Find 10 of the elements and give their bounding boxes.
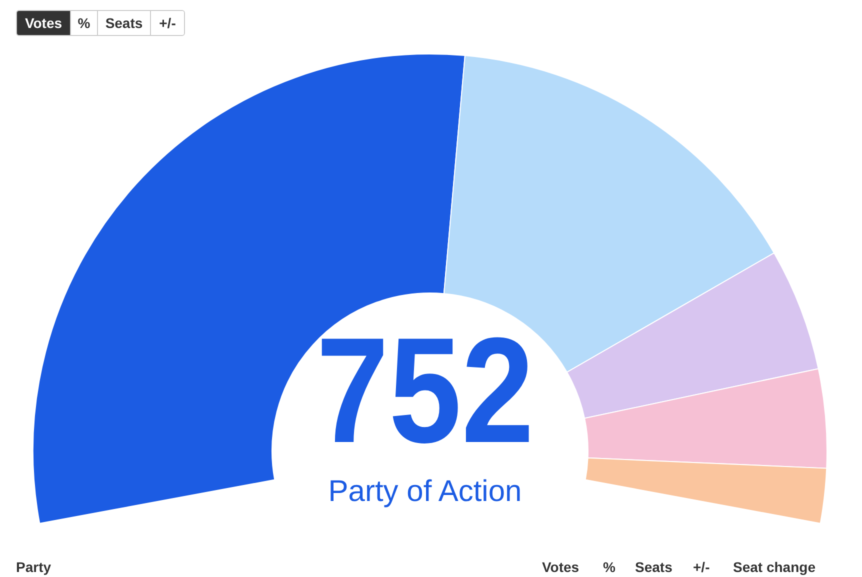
toggle-button: Votes bbox=[17, 11, 70, 35]
data-label: 752 bbox=[316, 306, 534, 474]
text: % bbox=[603, 558, 616, 576]
text: Party bbox=[16, 558, 52, 576]
text: Seat change bbox=[733, 558, 816, 576]
toggle-button: +/- bbox=[150, 11, 184, 35]
text: Votes bbox=[542, 558, 580, 576]
text: +/- bbox=[693, 558, 710, 576]
slice-label: Party of Action bbox=[327, 475, 523, 509]
text: Seats bbox=[635, 558, 672, 576]
